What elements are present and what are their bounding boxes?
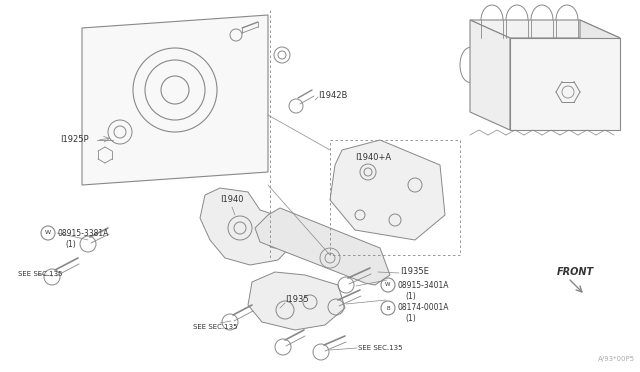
Text: I1935E: I1935E <box>400 267 429 276</box>
Text: 08915-3381A: 08915-3381A <box>57 228 108 237</box>
Polygon shape <box>580 20 620 130</box>
Text: I1925P: I1925P <box>60 135 88 144</box>
Polygon shape <box>470 20 620 38</box>
Polygon shape <box>200 188 295 265</box>
Text: FRONT: FRONT <box>557 267 594 277</box>
Text: W: W <box>45 231 51 235</box>
Polygon shape <box>330 140 445 240</box>
Text: (1): (1) <box>405 314 416 324</box>
Text: A/93*00P5: A/93*00P5 <box>598 356 635 362</box>
Text: (1): (1) <box>65 241 76 250</box>
Polygon shape <box>248 272 345 330</box>
Polygon shape <box>510 38 620 130</box>
Text: I1935: I1935 <box>285 295 308 305</box>
Text: I1940+A: I1940+A <box>355 154 391 163</box>
Polygon shape <box>255 208 390 285</box>
Text: SEE SEC.135: SEE SEC.135 <box>193 324 237 330</box>
Text: 08915-3401A: 08915-3401A <box>397 280 449 289</box>
Text: (1): (1) <box>405 292 416 301</box>
Text: 08174-0001A: 08174-0001A <box>397 304 449 312</box>
Text: W: W <box>385 282 391 288</box>
Text: I1942B: I1942B <box>318 90 348 99</box>
Text: SEE SEC.135: SEE SEC.135 <box>18 271 63 277</box>
Polygon shape <box>82 15 268 185</box>
Polygon shape <box>470 20 510 130</box>
Text: I1940: I1940 <box>220 196 244 205</box>
Text: SEE SEC.135: SEE SEC.135 <box>358 345 403 351</box>
Text: B: B <box>386 305 390 311</box>
